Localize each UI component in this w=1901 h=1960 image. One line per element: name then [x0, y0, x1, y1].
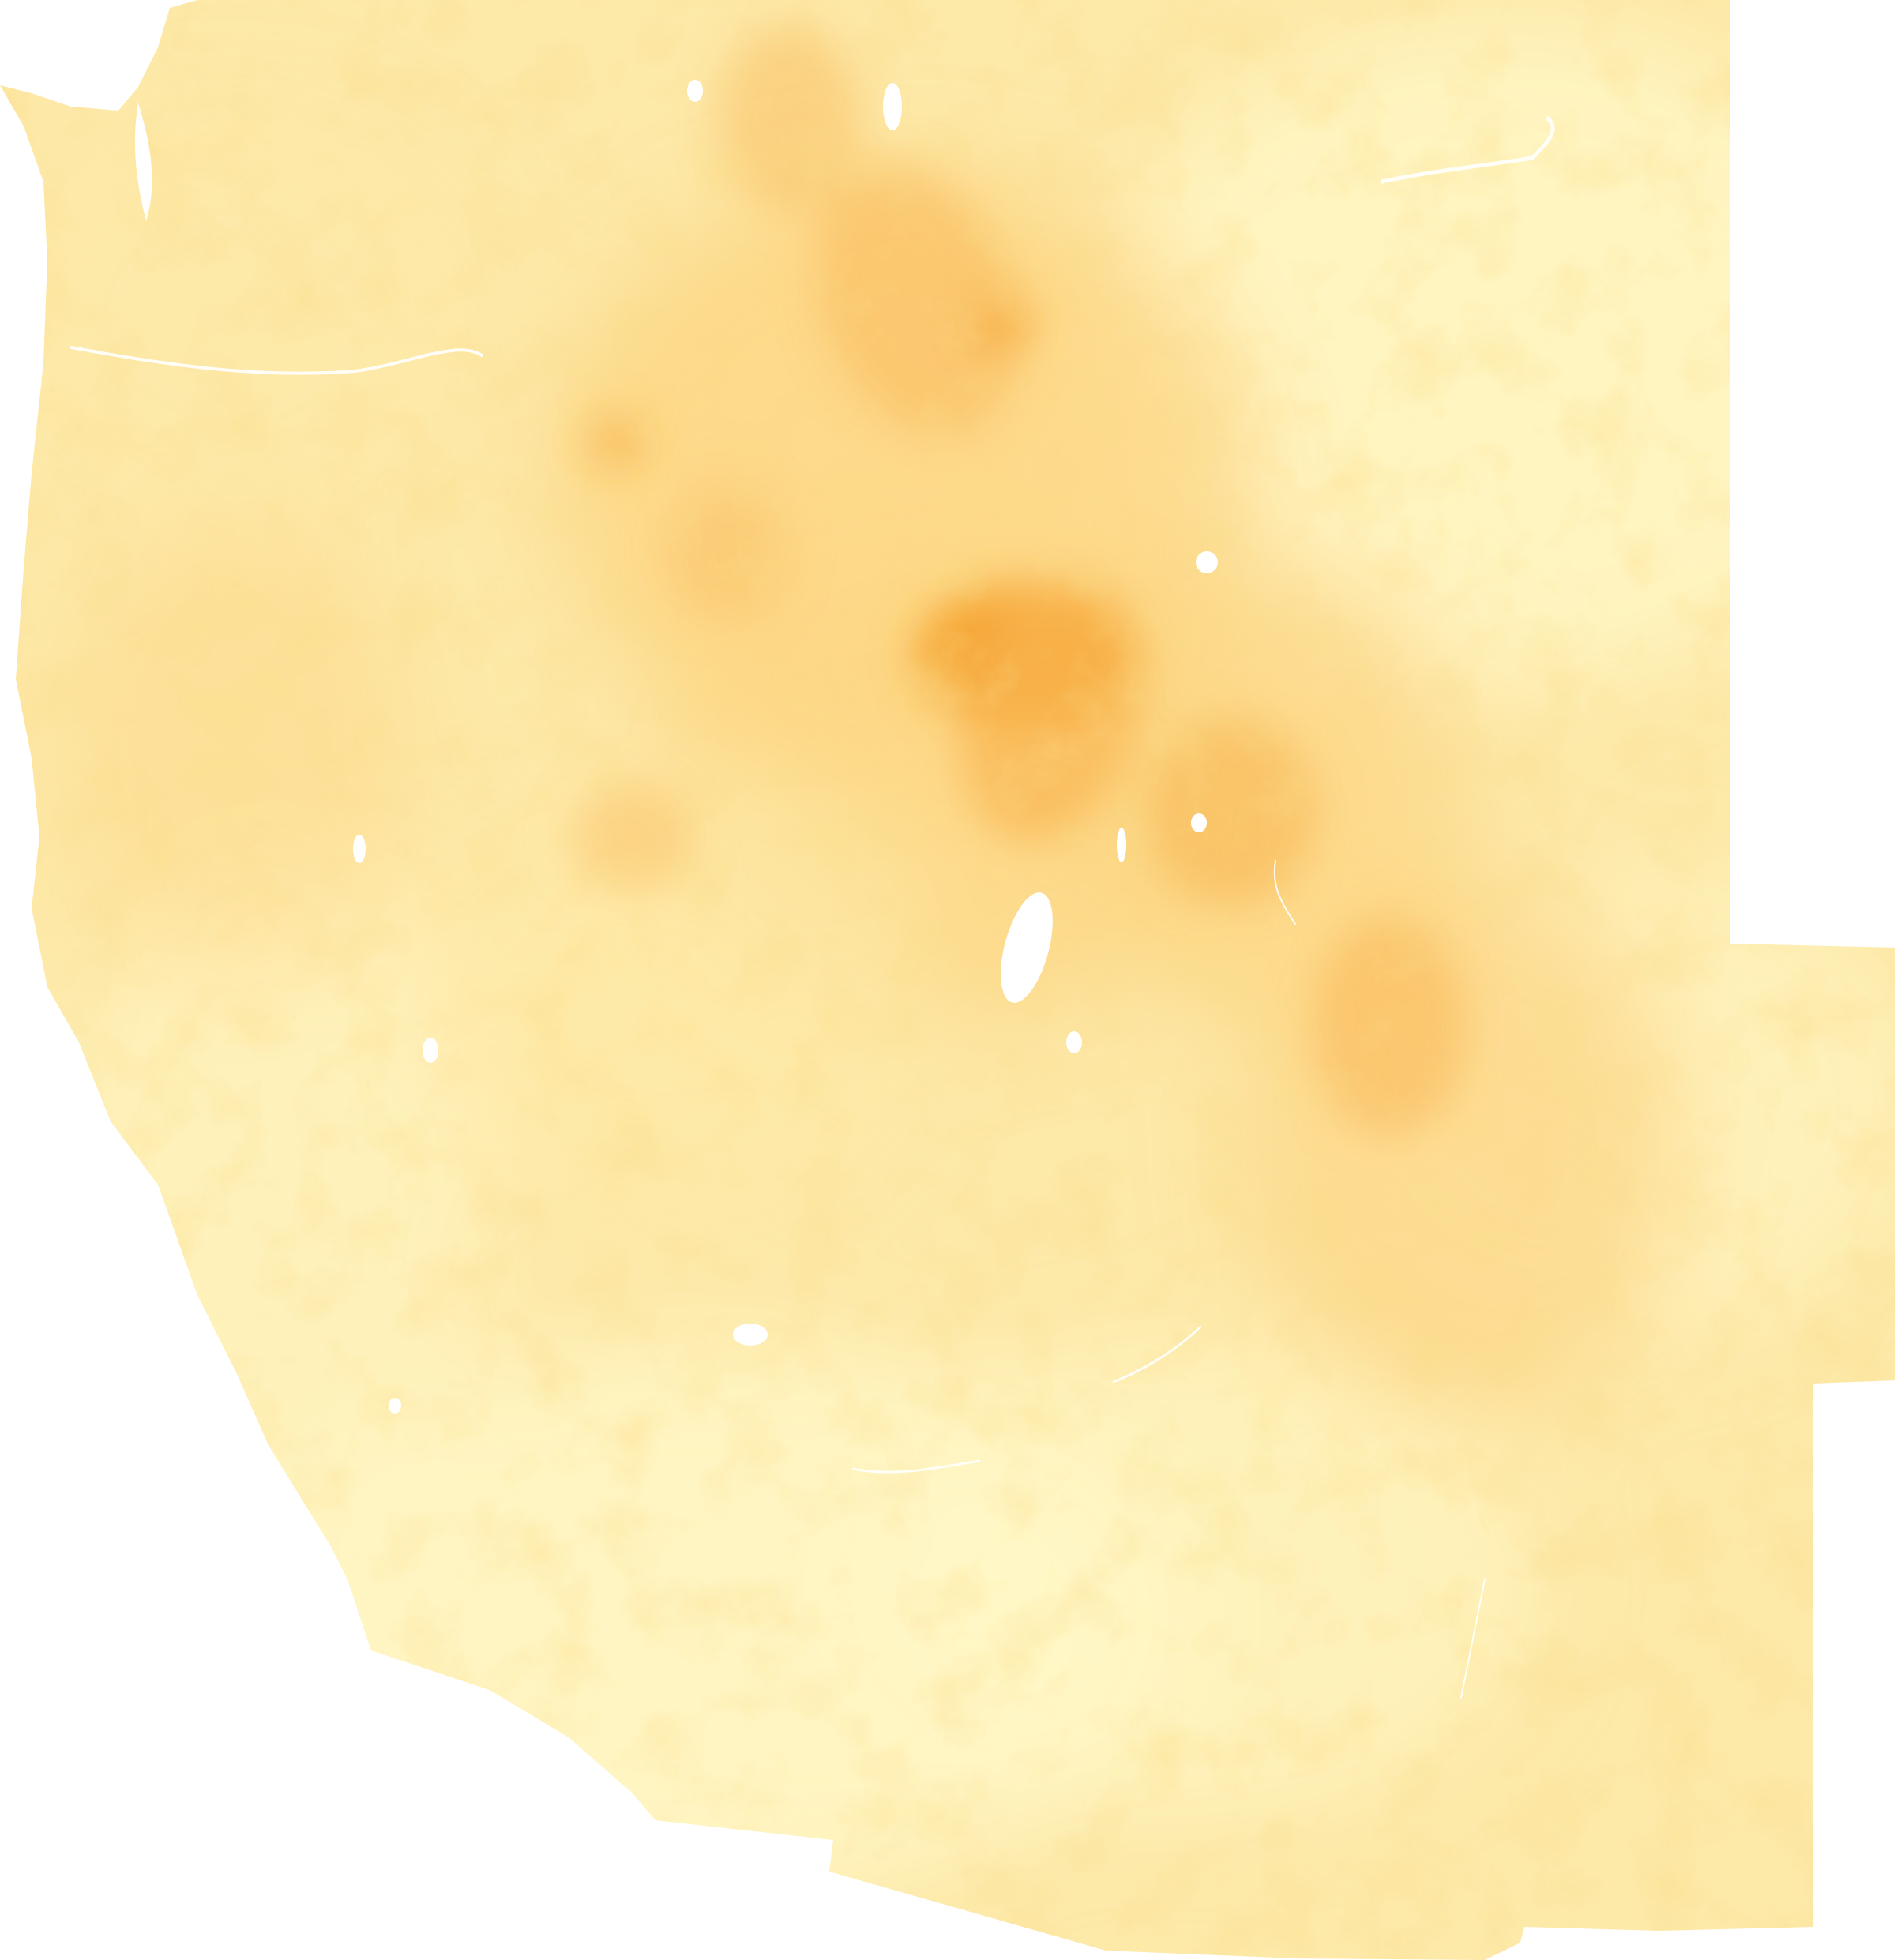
water-lake-nevada: [423, 1038, 438, 1063]
river-colorado-lower: [851, 1459, 981, 1474]
water-lake-north: [883, 83, 902, 130]
river-columbia: [70, 346, 483, 375]
river-missouri: [1380, 116, 1555, 184]
water-lake-utah: [1117, 828, 1126, 862]
water-puget-sound: [134, 103, 152, 221]
water-lake-small: [1191, 813, 1207, 832]
water-lake-california: [389, 1398, 401, 1414]
water-lake-wyoming: [1196, 551, 1218, 573]
water-great-salt-lake: [1001, 892, 1053, 1003]
water-lake-idaho-north: [687, 80, 703, 102]
river-green: [1273, 860, 1296, 925]
water-bodies: [70, 80, 1555, 1699]
river-colorado: [1112, 1325, 1202, 1384]
water-lake-utah-south: [1066, 1031, 1082, 1053]
river-rio-grande: [1460, 1579, 1486, 1699]
water-lake-oregon: [353, 835, 366, 863]
water-lake-south: [733, 1324, 768, 1346]
